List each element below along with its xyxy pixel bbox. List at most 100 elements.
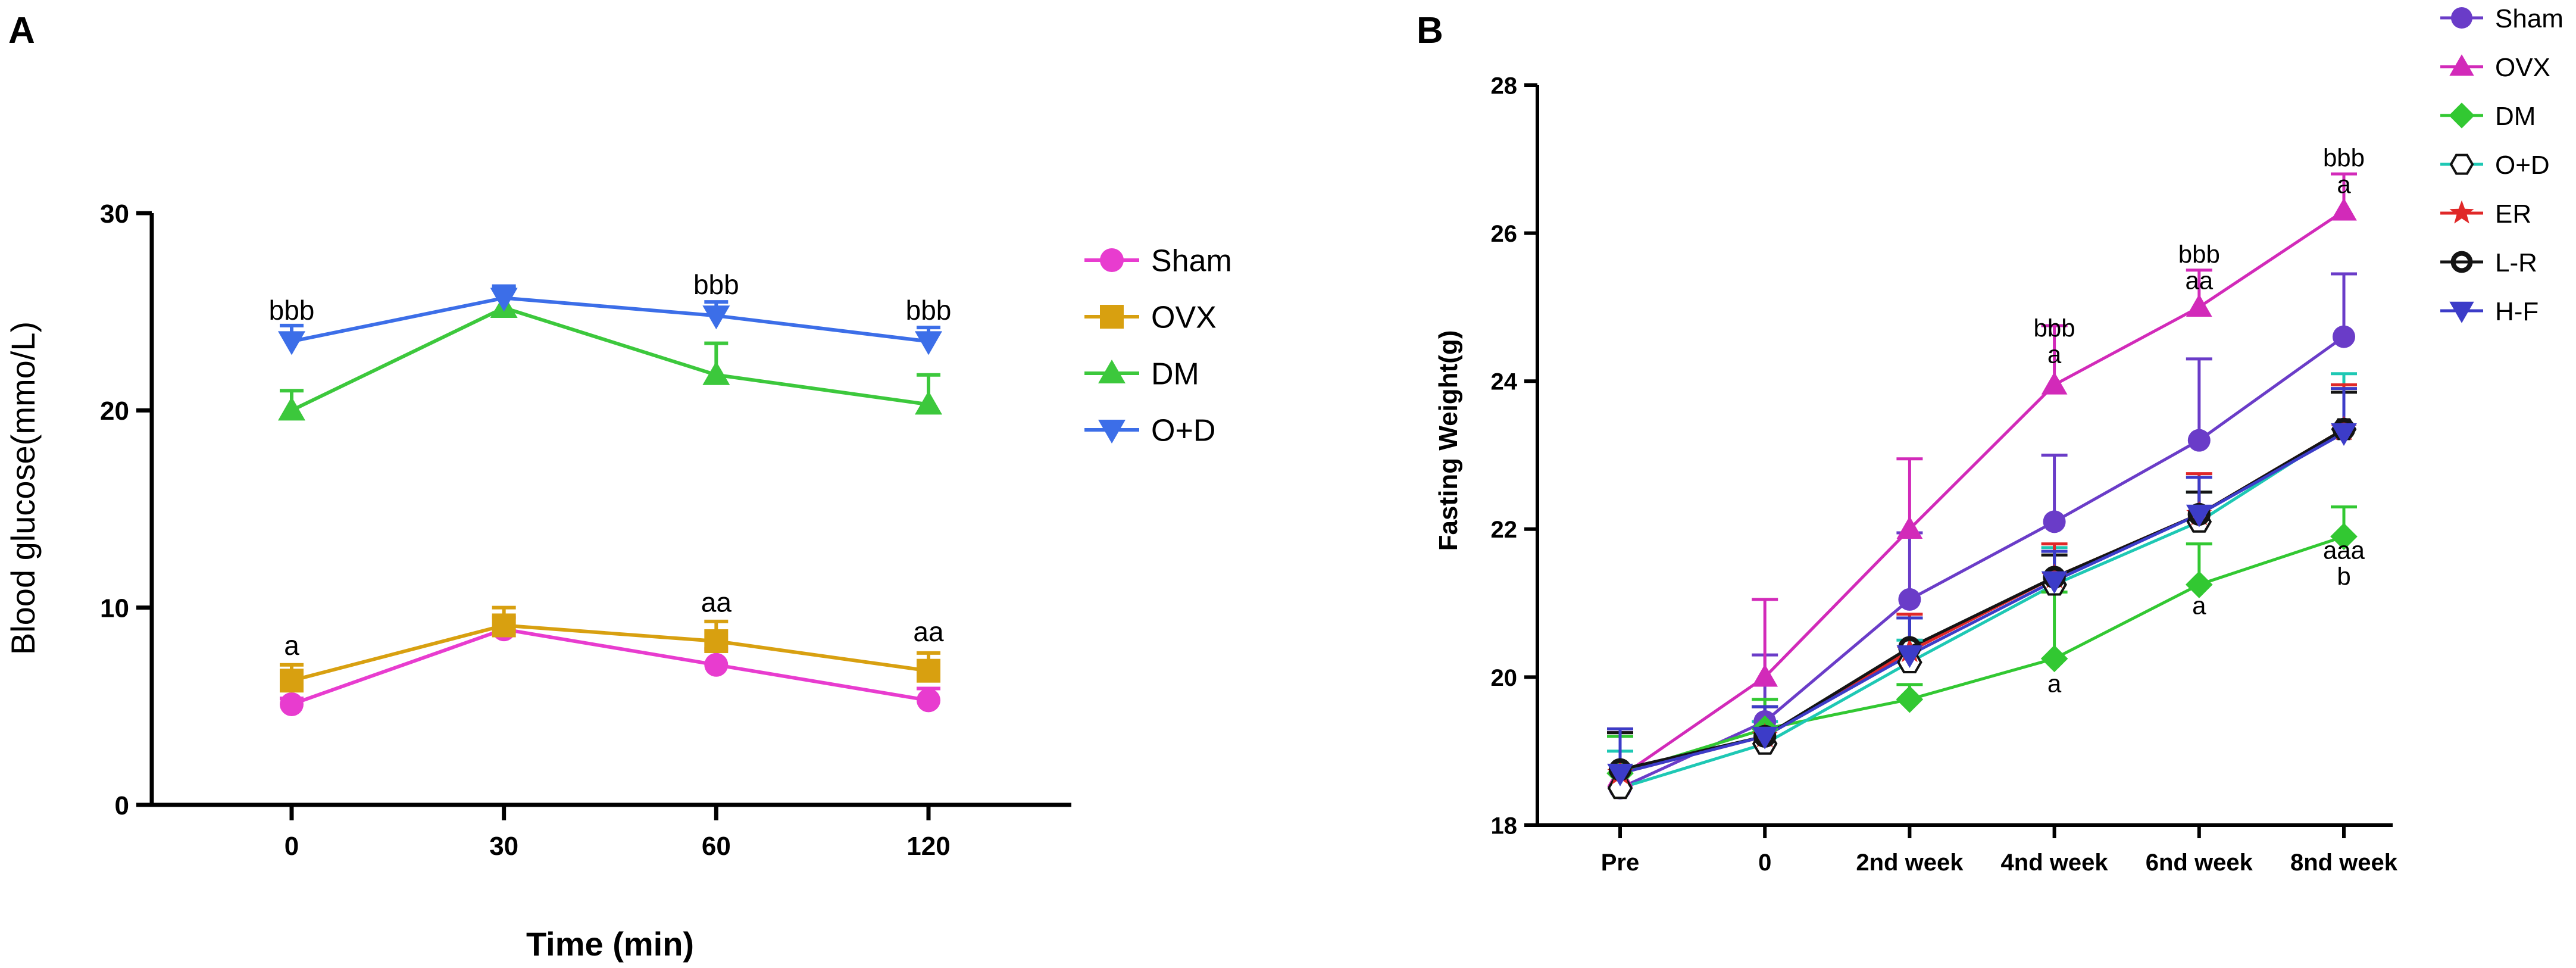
a-data-point-ovx [704, 629, 729, 653]
a-significance-label: bbb [269, 295, 315, 326]
b-series-line-ovx [1619, 210, 2345, 779]
panel-a-glucose-chart: A Blood glucose(mmo/L) Time (min) 0 10 20 3… [4, 10, 1232, 963]
panel-b-weight-chart: B Fasting Weight(g) 18 20 22 24 26 28 Pre 0 2nd … [1417, 4, 2564, 876]
panel-a-label: A [8, 10, 35, 51]
b-significance-label: a [2047, 341, 2062, 369]
b-legend-marker-l-r [2450, 251, 2473, 273]
b-legend-marker-ovx [2449, 54, 2474, 76]
b-data-point-sham [1898, 588, 1921, 611]
a-x-tick-label: 120 [906, 832, 950, 861]
a-data-point-o-d [278, 331, 305, 355]
a-series-line-sham [291, 627, 929, 706]
b-data-point-sham [2187, 429, 2211, 452]
b-x-tick-label: 8nd week [2290, 850, 2398, 876]
b-significance-label: bbb [2034, 314, 2075, 342]
b-legend-marker-er [2449, 200, 2474, 224]
a-data-point-dm [915, 391, 942, 415]
panel-a-axes: 0 10 20 30 0 30 60 120 [100, 199, 1071, 861]
panel-a-x-axis-title: Time (min) [526, 925, 694, 963]
a-x-tick-label: 30 [489, 832, 518, 861]
a-data-point-sham [917, 688, 940, 713]
a-legend-marker-sham [1100, 248, 1124, 272]
b-data-point-dm [2186, 571, 2213, 598]
b-data-point-dm [1896, 685, 1924, 713]
b-y-tick-label: 20 [1491, 665, 1518, 691]
b-y-tick-label: 18 [1491, 813, 1518, 839]
a-data-point-ovx [492, 613, 516, 638]
b-data-point-h-f [2186, 504, 2212, 527]
b-data-point-sham [2043, 510, 2066, 533]
a-series-line-dm [290, 305, 929, 413]
a-legend-label-sham: Sham [1151, 244, 1232, 279]
a-x-tick-label: 0 [285, 832, 299, 861]
b-significance-label: aa [2185, 266, 2213, 294]
b-data-point-ovx [2041, 371, 2068, 395]
b-data-point-h-f [2331, 423, 2357, 446]
a-legend-marker-ovx [1100, 305, 1124, 329]
b-data-point-h-f [2041, 571, 2068, 594]
panel-a-y-axis-title: Blood glucose(mmo/L) [4, 321, 42, 655]
b-legend-marker-o-d [2449, 154, 2474, 175]
a-data-point-o-d [490, 288, 518, 312]
b-legend-label-sham: Sham [2495, 4, 2564, 33]
a-data-point-ovx [917, 658, 940, 683]
b-data-point-ovx [1752, 664, 1778, 687]
a-significance-label: aa [701, 586, 732, 617]
b-data-point-h-f [1607, 763, 1633, 786]
a-legend-label-ovx: OVX [1151, 301, 1217, 335]
b-legend-label-ovx: OVX [2495, 53, 2550, 82]
b-series-line-o-d [1620, 427, 2345, 790]
panel-a-markers [278, 288, 942, 717]
b-y-tick-label: 28 [1491, 73, 1518, 99]
b-significance-label: a [2047, 669, 2062, 697]
a-data-point-o-d [915, 331, 942, 355]
a-legend-label-o-d: O+D [1151, 414, 1215, 448]
a-series-line-o-d [291, 296, 929, 344]
a-series-line-ovx [291, 623, 929, 683]
b-series-line-dm [1620, 535, 2344, 775]
b-x-tick-label: 4nd week [2001, 850, 2109, 876]
b-data-point-ovx [1896, 516, 1923, 539]
b-significance-label: aaa [2323, 536, 2365, 564]
a-y-tick-label: 20 [100, 396, 129, 426]
a-legend-marker-dm [1098, 360, 1126, 383]
a-x-tick-label: 60 [702, 832, 731, 861]
b-legend-label-l-r: L-R [2495, 248, 2537, 277]
a-legend-marker-o-d [1098, 420, 1126, 444]
b-significance-label: a [2192, 592, 2206, 620]
b-y-tick-label: 24 [1491, 369, 1518, 395]
panel-b-label: B [1417, 10, 1443, 51]
b-significance-label: b [2337, 563, 2350, 591]
panel-b-legend: Sham OVX DM O+D ER L-R H-F [2440, 4, 2564, 326]
a-significance-label: bbb [906, 295, 952, 326]
b-data-point-dm [2040, 645, 2068, 673]
b-data-point-sham [2333, 325, 2355, 348]
b-data-point-h-f [1752, 726, 1778, 750]
panel-b-y-axis-title: Fasting Weight(g) [1434, 330, 1463, 551]
panel-b-series-lines [1619, 210, 2345, 790]
a-data-point-dm [702, 361, 730, 385]
panel-b-markers [1606, 198, 2358, 800]
panel-a-series-lines [290, 296, 929, 706]
b-y-tick-label: 22 [1491, 517, 1518, 543]
a-significance-label: aa [913, 616, 944, 647]
b-series-line-h-f [1620, 432, 2345, 775]
a-data-point-ovx [280, 669, 304, 693]
b-y-tick-label: 26 [1491, 221, 1518, 247]
b-legend-marker-dm [2449, 102, 2475, 129]
b-significance-label: bbb [2178, 240, 2220, 268]
b-legend-label-dm: DM [2495, 102, 2536, 131]
b-x-tick-label: Pre [1601, 850, 1640, 876]
b-significance-label: a [2337, 170, 2351, 198]
a-significance-label: bbb [693, 269, 739, 300]
b-legend-label-h-f: H-F [2495, 297, 2539, 326]
a-y-tick-label: 10 [100, 594, 129, 623]
b-legend-marker-sham [2451, 7, 2472, 29]
b-data-point-ovx [2331, 198, 2357, 221]
panel-b-axes: 18 20 22 24 26 28 Pre 0 2nd week 4nd week 6nd week… [1491, 73, 2398, 876]
a-significance-label: a [284, 630, 299, 661]
